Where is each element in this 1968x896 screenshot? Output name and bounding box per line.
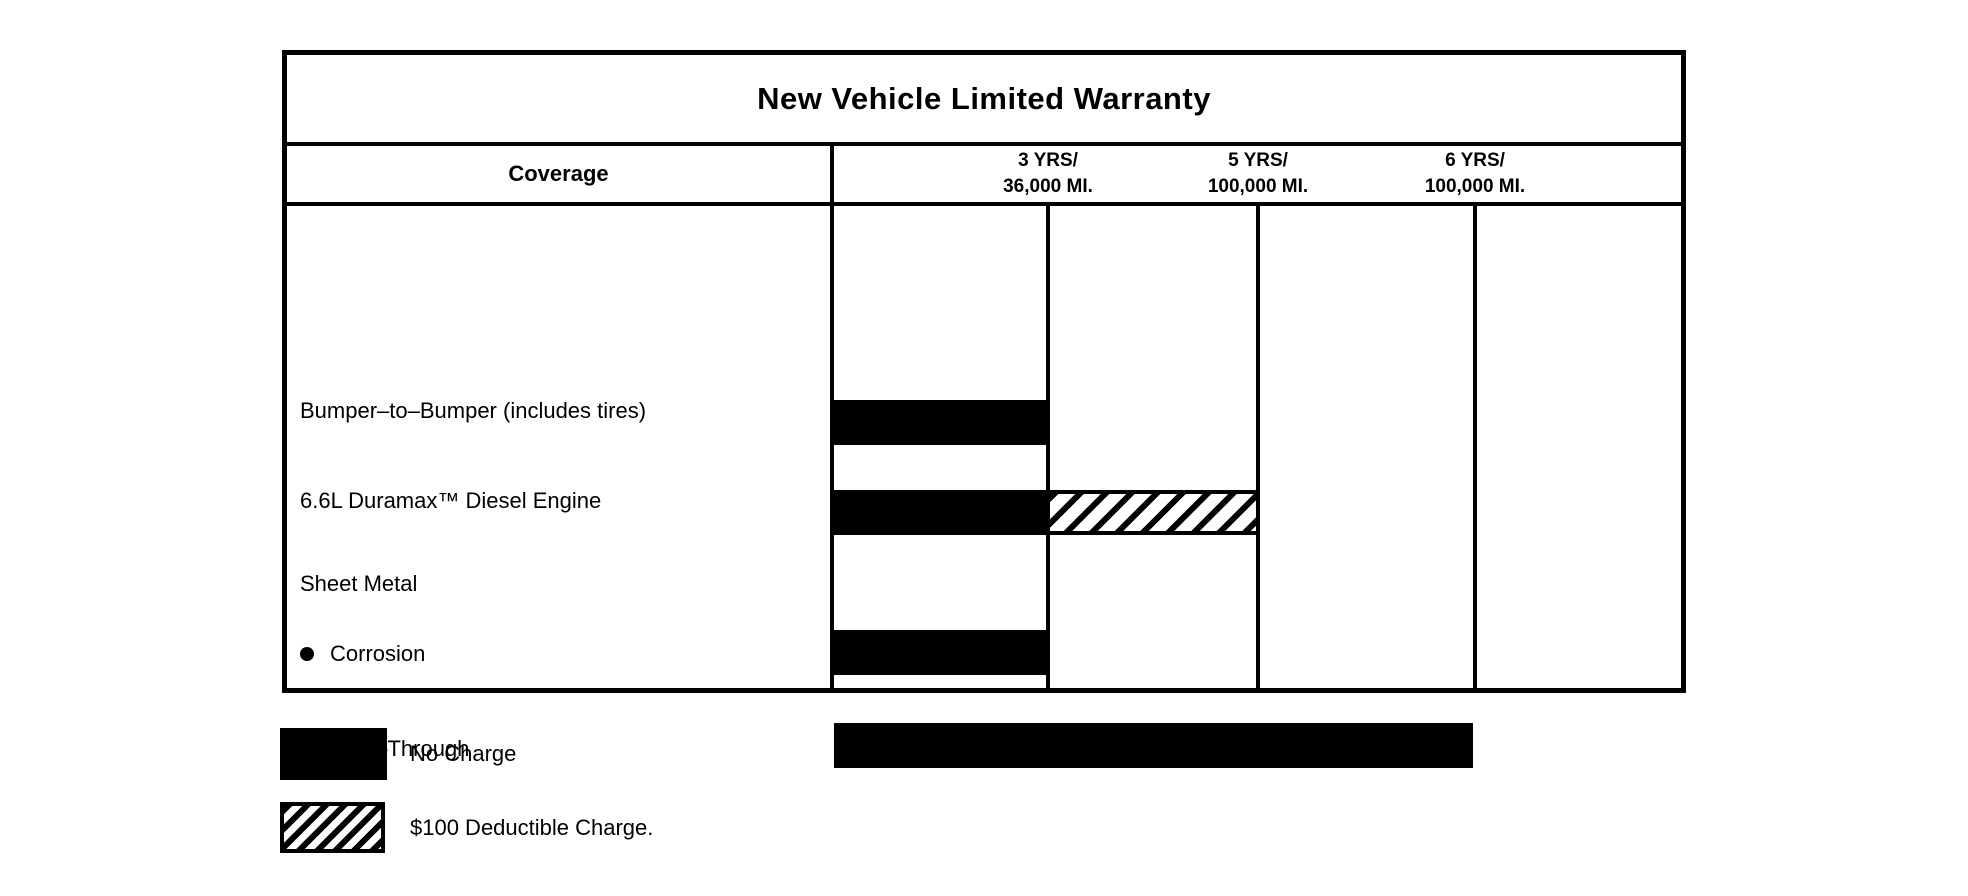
row-label-text: Bumper–to–Bumper (includes tires) bbox=[300, 398, 647, 423]
grid-line-3yrs bbox=[1046, 202, 1050, 688]
chart-body: Bumper–to–Bumper (includes tires) 6.6L D… bbox=[287, 206, 1681, 768]
no-charge-coverage-bar bbox=[834, 723, 1473, 768]
grid-line-6yrs bbox=[1473, 202, 1477, 688]
coverage-column-divider-line bbox=[830, 142, 834, 688]
no-charge-coverage-bar bbox=[834, 630, 1046, 675]
column-header-6yrs-line2: 100,000 MI. bbox=[1424, 176, 1526, 197]
row-label-text: Corrosion bbox=[330, 641, 426, 666]
table-title-row: New Vehicle Limited Warranty bbox=[287, 55, 1681, 142]
no-charge-coverage-bar bbox=[834, 490, 1046, 535]
row-label-text: Sheet Metal bbox=[300, 571, 418, 596]
bullet-icon bbox=[300, 647, 314, 661]
no-charge-coverage-bar bbox=[834, 400, 1046, 445]
table-header-row: Coverage 3 YRS/ 36,000 MI. 5 YRS/ 100,00… bbox=[287, 146, 1681, 202]
column-header-3yrs: 3 YRS/ 36,000 MI. bbox=[918, 146, 1178, 202]
row-label-corrosion: Corrosion bbox=[300, 640, 425, 668]
legend-no-charge-label: No Charge bbox=[410, 741, 517, 766]
coverage-column-header: Coverage bbox=[508, 161, 609, 186]
column-header-6yrs: 6 YRS/ 100,000 MI. bbox=[1345, 146, 1605, 202]
column-header-3yrs-line1: 3 YRS/ bbox=[1018, 150, 1078, 171]
legend-deductible-swatch bbox=[280, 802, 385, 853]
row-label-bumper-to-bumper: Bumper–to–Bumper (includes tires) bbox=[300, 397, 646, 425]
column-header-5yrs-line2: 100,000 MI. bbox=[1207, 176, 1309, 197]
header-separator-line bbox=[287, 202, 1681, 206]
title-separator-line bbox=[287, 142, 1681, 146]
warranty-table: New Vehicle Limited Warranty Coverage 3 … bbox=[282, 50, 1686, 768]
legend-deductible-label: $100 Deductible Charge. bbox=[410, 814, 654, 840]
column-header-5yrs-line1: 5 YRS/ bbox=[1228, 150, 1288, 171]
column-header-6yrs-line1: 6 YRS/ bbox=[1445, 150, 1505, 171]
page-title: New Vehicle Limited Warranty bbox=[757, 80, 1211, 116]
deductible-coverage-bar bbox=[1050, 490, 1256, 535]
column-header-5yrs: 5 YRS/ 100,000 MI. bbox=[1128, 146, 1388, 202]
row-label-sheet-metal: Sheet Metal bbox=[300, 570, 417, 598]
column-header-3yrs-line2: 36,000 MI. bbox=[1003, 176, 1093, 197]
grid-line-5yrs bbox=[1256, 202, 1260, 688]
legend-no-charge-swatch bbox=[280, 728, 387, 780]
row-label-text: 6.6L Duramax™ Diesel Engine bbox=[300, 488, 602, 513]
row-label-duramax-diesel-engine: 6.6L Duramax™ Diesel Engine bbox=[300, 487, 601, 515]
